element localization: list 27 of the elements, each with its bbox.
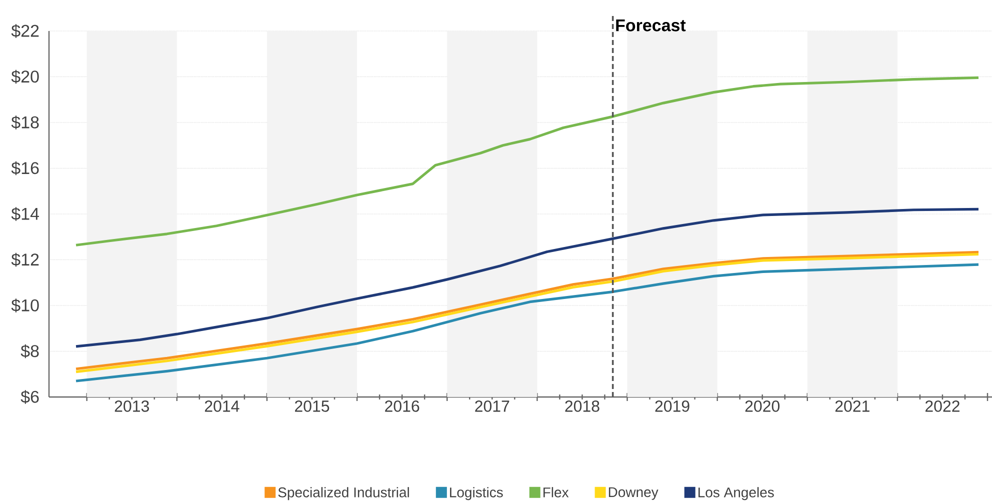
x-tick-label: 2014 [204,400,240,412]
x-tick-label: 2015 [295,400,330,412]
x-tick-label: 2020 [745,400,780,412]
y-tick-label: $14 [11,207,39,221]
x-tick-label: 2016 [385,400,420,412]
y-tick-label: $16 [11,161,39,176]
legend-label: Specialized Industrial [278,487,409,500]
x-tick-label: 2022 [925,400,960,412]
y-tick-label: $12 [11,252,39,267]
y-tick-label: $6 [20,390,39,404]
line-series [74,76,980,246]
legend-label: Logistics [450,487,503,500]
y-tick-label: $10 [11,298,39,312]
legend-label: Los Angeles [698,487,774,500]
legend-label: Downey [608,487,658,500]
y-tick-label: $8 [20,344,39,358]
y-tick-label: $20 [11,70,39,84]
legend-label: Flex [544,487,569,498]
x-tick-label: 2018 [565,400,600,412]
ref-line-label: Forecast [616,19,686,32]
x-tick-label: 2017 [475,400,510,412]
line-series [74,208,980,348]
x-tick-label: 2021 [835,400,870,412]
y-tick-label: $18 [11,116,39,130]
y-tick-label: $22 [11,24,39,38]
x-tick-label: 2013 [114,400,149,412]
x-tick-label: 2019 [655,400,690,412]
